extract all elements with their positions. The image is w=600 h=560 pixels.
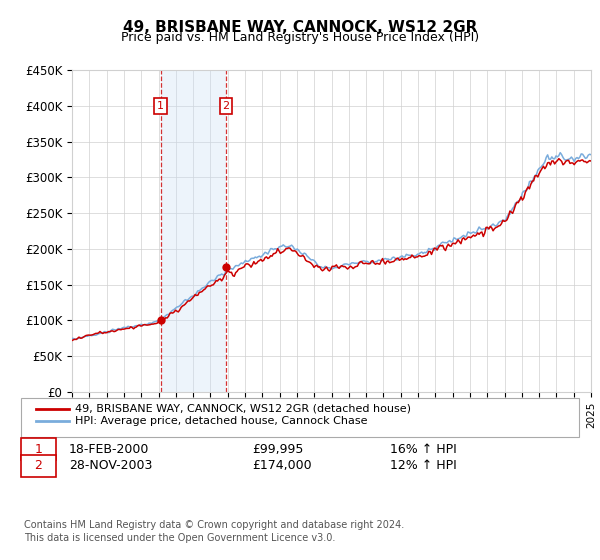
Text: 49, BRISBANE WAY, CANNOCK, WS12 2GR: 49, BRISBANE WAY, CANNOCK, WS12 2GR (123, 20, 477, 35)
Text: £174,000: £174,000 (252, 459, 311, 473)
Text: 12% ↑ HPI: 12% ↑ HPI (390, 459, 457, 473)
Text: 1: 1 (34, 442, 43, 456)
Text: Price paid vs. HM Land Registry's House Price Index (HPI): Price paid vs. HM Land Registry's House … (121, 31, 479, 44)
Text: £99,995: £99,995 (252, 442, 304, 456)
Text: HPI: Average price, detached house, Cannock Chase: HPI: Average price, detached house, Cann… (75, 416, 367, 426)
Text: Contains HM Land Registry data © Crown copyright and database right 2024.
This d: Contains HM Land Registry data © Crown c… (24, 520, 404, 543)
Text: 49, BRISBANE WAY, CANNOCK, WS12 2GR (detached house): 49, BRISBANE WAY, CANNOCK, WS12 2GR (det… (75, 404, 411, 414)
Text: 16% ↑ HPI: 16% ↑ HPI (390, 442, 457, 456)
Text: 2: 2 (34, 459, 43, 473)
Text: 2: 2 (223, 101, 230, 111)
Bar (161, 70, 226, 392)
Text: 18-FEB-2000: 18-FEB-2000 (69, 442, 149, 456)
Text: 1: 1 (157, 101, 164, 111)
Text: 28-NOV-2003: 28-NOV-2003 (69, 459, 152, 473)
